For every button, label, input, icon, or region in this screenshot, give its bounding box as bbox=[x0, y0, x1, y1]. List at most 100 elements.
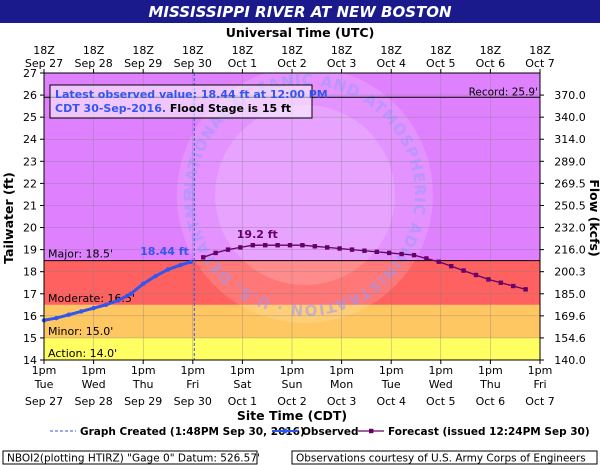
left-tick-label: 27 bbox=[23, 67, 37, 80]
forecast-point bbox=[436, 259, 442, 264]
forecast-crest-label: 19.2 ft bbox=[237, 228, 278, 241]
top-tick-hour: 18Z bbox=[430, 44, 452, 57]
bottom-tick-time: 1pm bbox=[428, 364, 453, 377]
bottom-tick-day: Tue bbox=[381, 378, 401, 391]
left-tick-label: 24 bbox=[23, 133, 37, 146]
top-tick-hour: 18Z bbox=[281, 44, 303, 57]
band-label-major: Major: 18.5' bbox=[48, 248, 113, 261]
right-tick-label: 140.0 bbox=[554, 354, 586, 367]
top-axis-title: Universal Time (UTC) bbox=[226, 25, 375, 40]
footer-credit: Observations courtesy of U.S. Army Corps… bbox=[296, 453, 586, 465]
forecast-point bbox=[275, 243, 280, 248]
forecast-point bbox=[486, 277, 491, 282]
observed-point bbox=[103, 302, 109, 308]
top-tick-date: Sep 30 bbox=[174, 57, 212, 70]
bottom-tick-day: Fri bbox=[533, 378, 546, 391]
right-tick-label: 200.3 bbox=[554, 266, 586, 279]
right-tick-label: 289.0 bbox=[554, 155, 586, 168]
info-latest-observed: Latest observed value: 18.44 ft at 12:00… bbox=[55, 88, 328, 101]
forecast-point bbox=[411, 252, 417, 258]
forecast-point bbox=[337, 246, 342, 251]
bottom-tick-time: 1pm bbox=[81, 364, 106, 377]
top-tick-hour: 18Z bbox=[33, 44, 55, 57]
top-tick-date: Oct 7 bbox=[525, 57, 555, 70]
right-tick-label: 269.5 bbox=[554, 177, 586, 190]
left-tick-label: 25 bbox=[23, 111, 37, 124]
right-tick-label: 185.0 bbox=[554, 288, 586, 301]
bottom-tick-day: Wed bbox=[429, 378, 453, 391]
bottom-tick-time: 1pm bbox=[478, 364, 503, 377]
forecast-point bbox=[300, 243, 305, 248]
watermark-inner-circle bbox=[215, 105, 395, 285]
latest-observation-box: Latest observed value: 18.44 ft at 12:00… bbox=[49, 84, 328, 119]
info-box-frame bbox=[49, 84, 313, 119]
top-tick-date: Oct 5 bbox=[426, 57, 456, 70]
forecast-point bbox=[511, 283, 516, 289]
forecast-point bbox=[238, 245, 243, 250]
bottom-tick-day: Sun bbox=[282, 378, 303, 391]
bottom-tick-date: Oct 1 bbox=[228, 395, 258, 408]
bottom-tick-date: Oct 4 bbox=[376, 395, 406, 408]
bottom-tick-day: Tue bbox=[34, 378, 54, 391]
top-tick-hour: 18Z bbox=[331, 44, 353, 57]
left-tick-label: 17 bbox=[23, 288, 37, 301]
left-tick-label: 26 bbox=[23, 89, 37, 102]
footer-left-box bbox=[2, 450, 258, 465]
bottom-axis-title: Site Time (CDT) bbox=[237, 408, 347, 423]
bottom-tick-date: Oct 6 bbox=[476, 395, 506, 408]
forecast-point bbox=[362, 248, 367, 253]
bottom-tick-time: 1pm bbox=[230, 364, 255, 377]
bottom-tick-day: Wed bbox=[82, 378, 106, 391]
band-label-minor: Minor: 15.0' bbox=[48, 325, 113, 338]
bottom-tick-time: 1pm bbox=[528, 364, 553, 377]
forecast-point bbox=[424, 256, 429, 261]
forecast-point bbox=[287, 243, 293, 248]
left-tick-label: 22 bbox=[23, 177, 37, 190]
observed-point bbox=[153, 273, 158, 279]
observed-point bbox=[165, 267, 171, 272]
top-tick-hour: 18Z bbox=[232, 44, 254, 57]
right-tick-label: 340.0 bbox=[554, 111, 586, 124]
footer-right-box bbox=[291, 450, 598, 465]
bottom-tick-time: 1pm bbox=[379, 364, 404, 377]
observed-point bbox=[178, 262, 183, 268]
forecast-point bbox=[498, 280, 504, 285]
bottom-tick-date: Sep 28 bbox=[74, 395, 112, 408]
forecast-point bbox=[374, 249, 380, 255]
right-tick-label: 154.6 bbox=[554, 332, 586, 345]
legend: Graph Created (1:48PM Sep 30, 2016)Obser… bbox=[50, 426, 590, 438]
forecast-point bbox=[213, 250, 218, 256]
bottom-tick-day: Fri bbox=[186, 378, 199, 391]
bottom-tick-date: Oct 3 bbox=[327, 395, 357, 408]
observed-point bbox=[91, 305, 96, 311]
top-tick-date: Sep 29 bbox=[124, 57, 162, 70]
band-label-action: Action: 14.0' bbox=[48, 347, 117, 360]
left-tick-label: 16 bbox=[23, 310, 37, 323]
left-tick-label: 19 bbox=[23, 244, 37, 257]
bottom-tick-date: Oct 2 bbox=[277, 395, 307, 408]
bottom-tick-day: Mon bbox=[330, 378, 353, 391]
right-axis-ticks: 140.0 154.6 169.6 185.0 200.3 216.0 232.0 250.5… bbox=[540, 89, 586, 367]
bottom-tick-time: 1pm bbox=[131, 364, 156, 377]
forecast-point bbox=[201, 255, 206, 260]
bottom-tick-time: 1pm bbox=[32, 364, 57, 377]
forecast-point bbox=[387, 250, 392, 256]
info-date: CDT 30-Sep-2016. bbox=[55, 102, 166, 115]
left-tick-label: 15 bbox=[23, 332, 37, 345]
forecast-point bbox=[263, 243, 268, 248]
bottom-tick-time: 1pm bbox=[329, 364, 354, 377]
top-tick-hour: 18Z bbox=[83, 44, 105, 57]
observed-point bbox=[188, 259, 194, 265]
left-tick-label: 20 bbox=[23, 222, 37, 235]
forecast-point bbox=[225, 247, 231, 252]
right-tick-label: 232.0 bbox=[554, 222, 586, 235]
bottom-tick-day: Sat bbox=[233, 378, 252, 391]
forecast-point bbox=[399, 251, 404, 257]
top-tick-date: Oct 6 bbox=[476, 57, 506, 70]
forecast-point bbox=[473, 272, 479, 278]
legend-forecast-label: Forecast (issued 12:24PM Sep 30) bbox=[388, 426, 590, 438]
top-tick-hour: 18Z bbox=[480, 44, 502, 57]
observed-point bbox=[54, 315, 59, 321]
forecast-point bbox=[325, 245, 330, 250]
left-tick-label: 14 bbox=[23, 354, 37, 367]
